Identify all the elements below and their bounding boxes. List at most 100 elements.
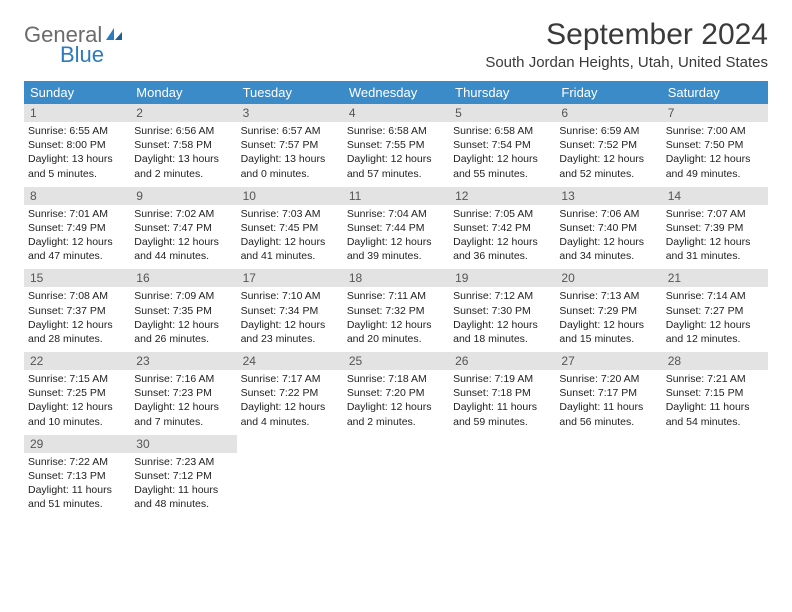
sunset-text: Sunset: 7:40 PM	[559, 221, 657, 235]
sunset-text: Sunset: 7:17 PM	[559, 386, 657, 400]
day-number: 9	[130, 187, 236, 205]
day-number: 11	[343, 187, 449, 205]
sunrise-text: Sunrise: 6:59 AM	[559, 124, 657, 138]
daylight-text: Daylight: 13 hours and 2 minutes.	[134, 152, 232, 180]
daylight-text: Daylight: 11 hours and 54 minutes.	[666, 400, 764, 428]
sunrise-text: Sunrise: 6:57 AM	[241, 124, 339, 138]
sunset-text: Sunset: 7:25 PM	[28, 386, 126, 400]
calendar-page: General Blue September 2024 South Jordan…	[0, 0, 792, 535]
daylight-text: Daylight: 12 hours and 31 minutes.	[666, 235, 764, 263]
calendar-cell: 22Sunrise: 7:15 AMSunset: 7:25 PMDayligh…	[24, 352, 130, 435]
day-details: Sunrise: 7:04 AMSunset: 7:44 PMDaylight:…	[343, 205, 449, 270]
calendar-cell	[343, 435, 449, 518]
day-number: 25	[343, 352, 449, 370]
calendar-cell: 19Sunrise: 7:12 AMSunset: 7:30 PMDayligh…	[449, 269, 555, 352]
calendar-cell: 6Sunrise: 6:59 AMSunset: 7:52 PMDaylight…	[555, 104, 661, 187]
daylight-text: Daylight: 12 hours and 49 minutes.	[666, 152, 764, 180]
calendar-row: 15Sunrise: 7:08 AMSunset: 7:37 PMDayligh…	[24, 269, 768, 352]
sunset-text: Sunset: 7:23 PM	[134, 386, 232, 400]
sunset-text: Sunset: 7:27 PM	[666, 304, 764, 318]
sunrise-text: Sunrise: 7:04 AM	[347, 207, 445, 221]
calendar-cell: 28 Sunrise: 7:21 AMSunset: 7:15 PMDayligh…	[662, 352, 768, 435]
daylight-text: Daylight: 12 hours and 2 minutes.	[347, 400, 445, 428]
dayname-header: Thursday	[449, 81, 555, 104]
day-details: Sunrise: 7:23 AMSunset: 7:12 PMDaylight:…	[130, 453, 236, 518]
daylight-text: Daylight: 12 hours and 4 minutes.	[241, 400, 339, 428]
sunrise-text: Sunrise: 6:56 AM	[134, 124, 232, 138]
calendar-row: 1Sunrise: 6:55 AMSunset: 8:00 PMDaylight…	[24, 104, 768, 187]
logo-word2: Blue	[60, 44, 124, 66]
title-block: September 2024 South Jordan Heights, Uta…	[485, 18, 768, 71]
daylight-text: Daylight: 12 hours and 36 minutes.	[453, 235, 551, 263]
day-details: Sunrise: 6:59 AMSunset: 7:52 PMDaylight:…	[555, 122, 661, 187]
day-details: Sunrise: 7:14 AMSunset: 7:27 PMDaylight:…	[662, 287, 768, 352]
day-number: 12	[449, 187, 555, 205]
day-number: 17	[237, 269, 343, 287]
calendar-row: 8Sunrise: 7:01 AMSunset: 7:49 PMDaylight…	[24, 187, 768, 270]
day-number: 28	[662, 352, 768, 370]
sunrise-text: Sunrise: 7:05 AM	[453, 207, 551, 221]
calendar-body: 1Sunrise: 6:55 AMSunset: 8:00 PMDaylight…	[24, 104, 768, 517]
sunset-text: Sunset: 8:00 PM	[28, 138, 126, 152]
calendar-row: 22Sunrise: 7:15 AMSunset: 7:25 PMDayligh…	[24, 352, 768, 435]
sunrise-text: Sunrise: 7:06 AM	[559, 207, 657, 221]
sunset-text: Sunset: 7:30 PM	[453, 304, 551, 318]
day-details: Sunrise: 6:58 AMSunset: 7:55 PMDaylight:…	[343, 122, 449, 187]
sunset-text: Sunset: 7:37 PM	[28, 304, 126, 318]
sunset-text: Sunset: 7:35 PM	[134, 304, 232, 318]
sunset-text: Sunset: 7:22 PM	[241, 386, 339, 400]
day-details: Sunrise: 7:06 AMSunset: 7:40 PMDaylight:…	[555, 205, 661, 270]
dayname-header: Sunday	[24, 81, 130, 104]
day-details: Sunrise: 7:19 AMSunset: 7:18 PMDaylight:…	[449, 370, 555, 435]
sunset-text: Sunset: 7:34 PM	[241, 304, 339, 318]
sunrise-text: Sunrise: 7:23 AM	[134, 455, 232, 469]
sunset-text: Sunset: 7:39 PM	[666, 221, 764, 235]
daylight-text: Daylight: 12 hours and 47 minutes.	[28, 235, 126, 263]
calendar-cell: 12Sunrise: 7:05 AMSunset: 7:42 PMDayligh…	[449, 187, 555, 270]
day-number: 13	[555, 187, 661, 205]
daylight-text: Daylight: 12 hours and 44 minutes.	[134, 235, 232, 263]
day-details: Sunrise: 7:02 AMSunset: 7:47 PMDaylight:…	[130, 205, 236, 270]
daylight-text: Daylight: 12 hours and 7 minutes.	[134, 400, 232, 428]
daylight-text: Daylight: 12 hours and 12 minutes.	[666, 318, 764, 346]
month-title: September 2024	[485, 18, 768, 52]
logo-text: General Blue	[24, 24, 124, 66]
daylight-text: Daylight: 12 hours and 15 minutes.	[559, 318, 657, 346]
sunset-text: Sunset: 7:12 PM	[134, 469, 232, 483]
day-number: 10	[237, 187, 343, 205]
sunset-text: Sunset: 7:45 PM	[241, 221, 339, 235]
daylight-text: Daylight: 11 hours and 56 minutes.	[559, 400, 657, 428]
day-number: 27	[555, 352, 661, 370]
sunset-text: Sunset: 7:15 PM	[666, 386, 764, 400]
sunrise-text: Sunrise: 7:11 AM	[347, 289, 445, 303]
calendar-cell: 2Sunrise: 6:56 AMSunset: 7:58 PMDaylight…	[130, 104, 236, 187]
calendar-header-row: SundayMondayTuesdayWednesdayThursdayFrid…	[24, 81, 768, 104]
day-details: Sunrise: 7:05 AMSunset: 7:42 PMDaylight:…	[449, 205, 555, 270]
day-number: 21	[662, 269, 768, 287]
day-details: Sunrise: 6:57 AMSunset: 7:57 PMDaylight:…	[237, 122, 343, 187]
day-details: Sunrise: 7:09 AMSunset: 7:35 PMDaylight:…	[130, 287, 236, 352]
day-details: Sunrise: 6:56 AMSunset: 7:58 PMDaylight:…	[130, 122, 236, 187]
day-details: Sunrise: 7:22 AMSunset: 7:13 PMDaylight:…	[24, 453, 130, 518]
sunrise-text: Sunrise: 7:22 AM	[28, 455, 126, 469]
calendar-cell: 13Sunrise: 7:06 AMSunset: 7:40 PMDayligh…	[555, 187, 661, 270]
day-details: Sunrise: 7:15 AMSunset: 7:25 PMDaylight:…	[24, 370, 130, 435]
sunset-text: Sunset: 7:18 PM	[453, 386, 551, 400]
sunrise-text: Sunrise: 7:10 AM	[241, 289, 339, 303]
calendar-cell: 30Sunrise: 7:23 AMSunset: 7:12 PMDayligh…	[130, 435, 236, 518]
sunrise-text: Sunrise: 6:58 AM	[347, 124, 445, 138]
sunrise-text: Sunrise: 7:21 AM	[666, 372, 764, 386]
day-number: 15	[24, 269, 130, 287]
dayname-header: Wednesday	[343, 81, 449, 104]
calendar-cell: 17Sunrise: 7:10 AMSunset: 7:34 PMDayligh…	[237, 269, 343, 352]
day-details: Sunrise: 7:08 AMSunset: 7:37 PMDaylight:…	[24, 287, 130, 352]
sunrise-text: Sunrise: 7:19 AM	[453, 372, 551, 386]
daylight-text: Daylight: 12 hours and 28 minutes.	[28, 318, 126, 346]
calendar-cell: 9Sunrise: 7:02 AMSunset: 7:47 PMDaylight…	[130, 187, 236, 270]
location-text: South Jordan Heights, Utah, United State…	[485, 54, 768, 71]
calendar-cell: 18Sunrise: 7:11 AMSunset: 7:32 PMDayligh…	[343, 269, 449, 352]
day-details: Sunrise: 6:58 AMSunset: 7:54 PMDaylight:…	[449, 122, 555, 187]
sunset-text: Sunset: 7:54 PM	[453, 138, 551, 152]
day-number: 23	[130, 352, 236, 370]
day-details: Sunrise: 7:00 AMSunset: 7:50 PMDaylight:…	[662, 122, 768, 187]
